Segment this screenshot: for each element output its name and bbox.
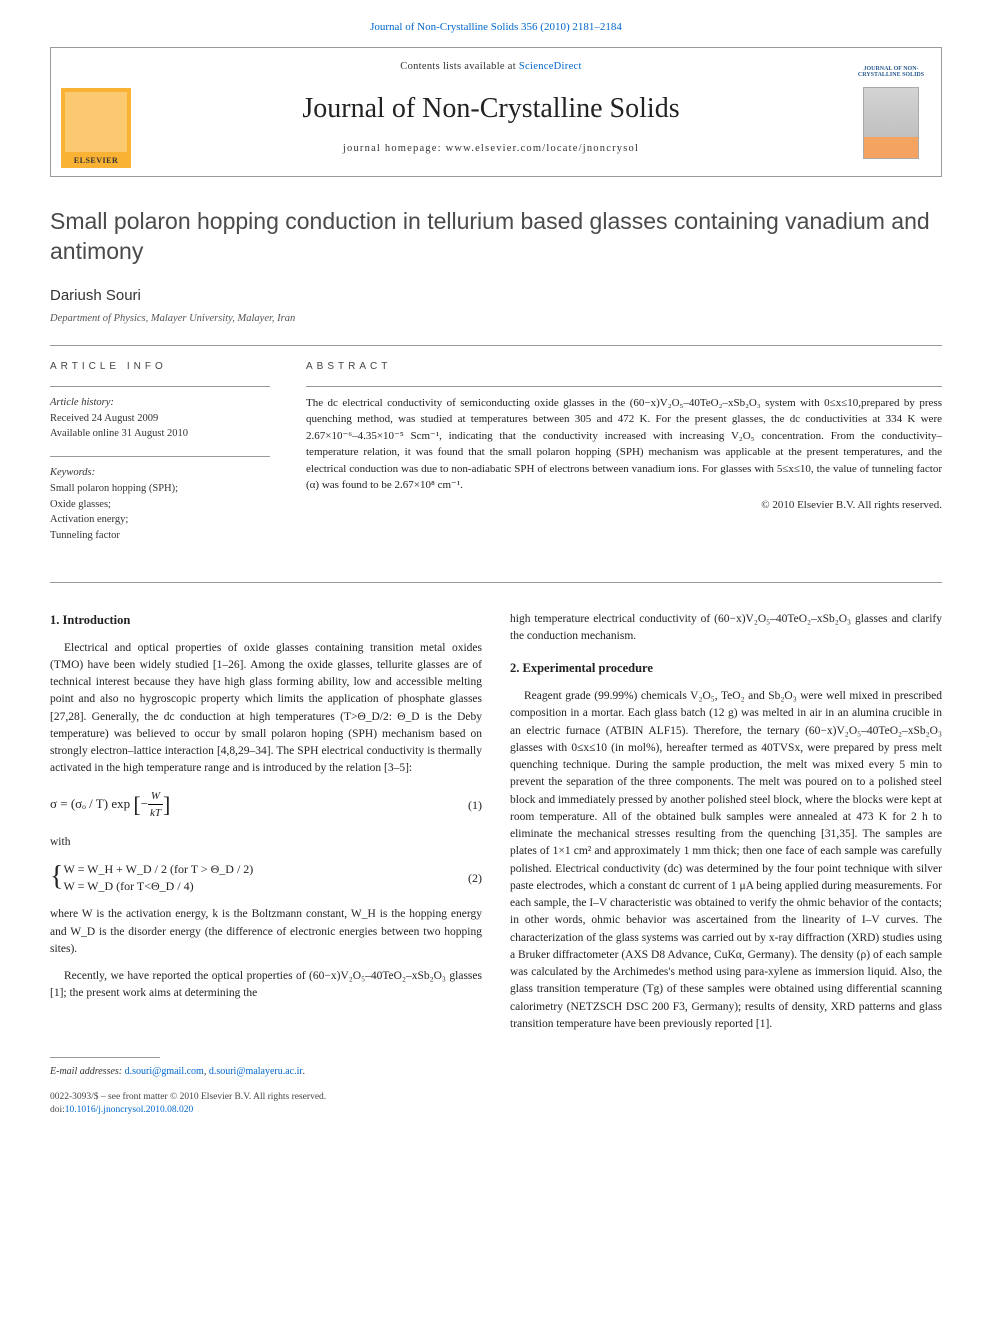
keywords-text: Small polaron hopping (SPH); Oxide glass… <box>50 483 178 541</box>
front-matter-line: 0022-3093/$ – see front matter © 2010 El… <box>50 1091 482 1118</box>
rule-above-info <box>50 345 942 346</box>
email-label: E-mail addresses: <box>50 1066 122 1077</box>
doi-label: doi: <box>50 1105 65 1115</box>
eq2-row2: W = W_D (for T<Θ_D / 4) <box>63 878 253 895</box>
journal-homepage: journal homepage: www.elsevier.com/locat… <box>141 142 841 157</box>
publisher-logo-cell: ELSEVIER <box>51 48 141 176</box>
body-two-column: 1. Introduction Electrical and optical p… <box>50 611 942 1117</box>
abstract-text: The dc electrical conductivity of semico… <box>306 395 942 494</box>
online-date: Available online 31 August 2010 <box>50 428 188 439</box>
journal-badge: JOURNAL OF NON-CRYSTALLINE SOLIDS <box>849 66 933 79</box>
intro-p4-continuation: high temperature electrical conductivity… <box>510 611 942 646</box>
section-1-heading: 1. Introduction <box>50 611 482 630</box>
article-history: Article history: Received 24 August 2009… <box>50 395 270 442</box>
keywords-block: Keywords: Small polaron hopping (SPH); O… <box>50 465 270 544</box>
intro-p3: Recently, we have reported the optical p… <box>50 968 482 1003</box>
contents-line: Contents lists available at ScienceDirec… <box>141 60 841 75</box>
homepage-prefix: journal homepage: <box>343 143 446 154</box>
exp-p1: Reagent grade (99.99%) chemicals V₂O₅, T… <box>510 688 942 1033</box>
masthead-right: JOURNAL OF NON-CRYSTALLINE SOLIDS <box>841 48 941 176</box>
eq2-row1: W = W_H + W_D / 2 (for T > Θ_D / 2) <box>63 861 253 878</box>
info-abstract-row: ARTICLE INFO Article history: Received 2… <box>50 360 942 558</box>
journal-cover-thumb <box>863 87 919 159</box>
homepage-url: www.elsevier.com/locate/jnoncrysol <box>446 143 640 154</box>
doi-link[interactable]: 10.1016/j.jnoncrysol.2010.08.020 <box>65 1105 194 1115</box>
history-label: Article history: <box>50 397 114 408</box>
journal-name: Journal of Non-Crystalline Solids <box>370 21 518 33</box>
section-2-heading: 2. Experimental procedure <box>510 659 942 678</box>
article-info-column: ARTICLE INFO Article history: Received 2… <box>50 360 270 558</box>
keywords-label: Keywords: <box>50 467 95 478</box>
elsevier-logo: ELSEVIER <box>61 88 131 168</box>
intro-p1-text: Electrical and optical properties of oxi… <box>50 642 482 775</box>
email-link-2[interactable]: d.souri@malayeru.ac.ir <box>209 1066 303 1077</box>
eq1-lhs: σ = (σₒ / T) exp <box>50 796 130 811</box>
abstract-copyright: © 2010 Elsevier B.V. All rights reserved… <box>306 498 942 513</box>
running-head: Journal of Non-Crystalline Solids 356 (2… <box>50 20 942 35</box>
equation-1-row: σ = (σₒ / T) exp [−WkT] (1) <box>50 788 482 822</box>
issn-line: 0022-3093/$ – see front matter © 2010 El… <box>50 1092 326 1102</box>
running-head-link[interactable]: Journal of Non-Crystalline Solids 356 (2… <box>370 21 622 33</box>
abstract-column: ABSTRACT The dc electrical conductivity … <box>306 360 942 558</box>
equation-2-row: { W = W_H + W_D / 2 (for T > Θ_D / 2) W … <box>50 861 482 895</box>
intro-p1: Electrical and optical properties of oxi… <box>50 640 482 778</box>
contents-prefix: Contents lists available at <box>400 61 519 72</box>
masthead: ELSEVIER Contents lists available at Sci… <box>50 47 942 177</box>
equation-2: { W = W_H + W_D / 2 (for T > Θ_D / 2) W … <box>50 861 253 895</box>
equation-2-number: (2) <box>468 869 482 887</box>
affiliation: Department of Physics, Malayer Universit… <box>50 312 942 327</box>
rule-abstract <box>306 386 942 387</box>
masthead-center: Contents lists available at ScienceDirec… <box>141 48 841 176</box>
received-date: Received 24 August 2009 <box>50 413 158 424</box>
journal-title: Journal of Non-Crystalline Solids <box>141 89 841 128</box>
author-name: Dariush Souri <box>50 285 942 306</box>
footnote-rule <box>50 1057 160 1058</box>
rule-info-1 <box>50 386 270 387</box>
paper-title: Small polaron hopping conduction in tell… <box>50 207 942 267</box>
with-line: with <box>50 834 482 851</box>
publisher-name: ELSEVIER <box>61 155 131 166</box>
email-link-1[interactable]: d.souri@gmail.com <box>125 1066 204 1077</box>
correspondence-footnote: E-mail addresses: d.souri@gmail.com, d.s… <box>50 1064 482 1079</box>
abstract-label: ABSTRACT <box>306 360 942 374</box>
equation-1-number: (1) <box>468 796 482 814</box>
column-bottom-gap <box>50 1013 482 1057</box>
equation-1: σ = (σₒ / T) exp [−WkT] <box>50 788 170 822</box>
rule-info-2 <box>50 456 270 457</box>
intro-p2: where W is the activation energy, k is t… <box>50 906 482 958</box>
rule-below-abstract <box>50 582 942 583</box>
sciencedirect-link[interactable]: ScienceDirect <box>519 61 582 72</box>
article-info-label: ARTICLE INFO <box>50 360 270 374</box>
citation-range: 356 (2010) 2181–2184 <box>521 21 622 33</box>
